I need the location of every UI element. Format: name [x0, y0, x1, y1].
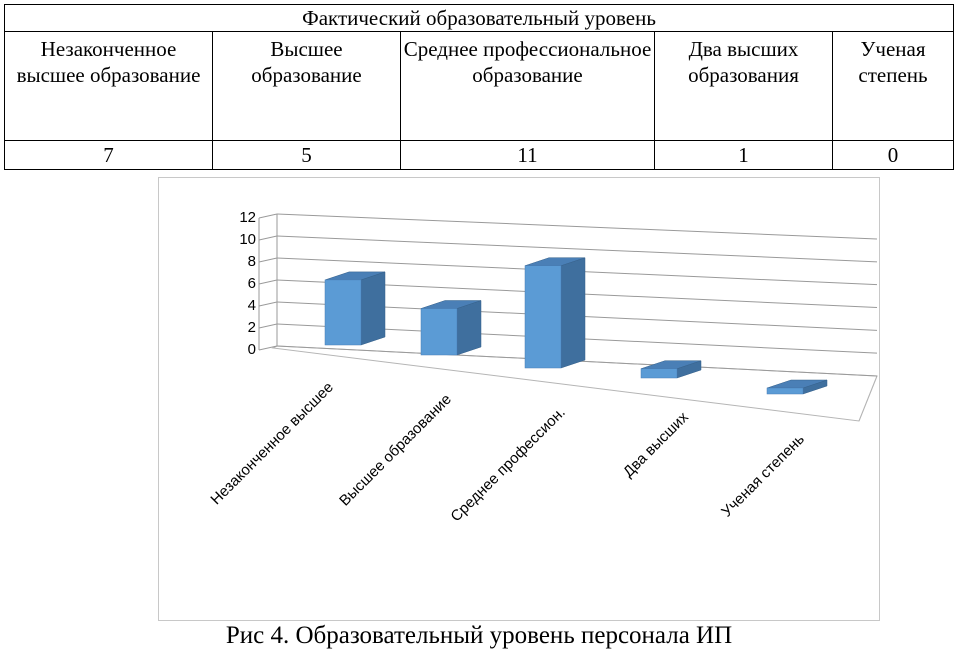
x-tick-label: Ученая степень: [718, 431, 808, 521]
x-tick-label: Высшее образование: [336, 391, 455, 510]
grid-side-line: [258, 213, 278, 219]
table-header: Фактический образовательный уровень: [3, 4, 955, 32]
bar-chart: 0 2 4 6 8 10 12 Незаконченное высшее Высшее обра…: [207, 209, 878, 525]
y-tick-label: 12: [239, 209, 256, 226]
column-header: Два высших образования: [654, 31, 833, 141]
bar-side: [360, 271, 386, 346]
bar: [524, 265, 562, 369]
bar-side: [560, 257, 586, 369]
grid-side-line: [258, 235, 278, 241]
grid-side-line: [258, 279, 278, 285]
grid-side-line: [258, 345, 278, 351]
table-cell: 1: [654, 140, 833, 170]
gridline: [276, 213, 878, 240]
chart-frame: 0 2 4 6 8 10 12 Незаконченное высшее Высшее обра…: [158, 177, 880, 621]
x-tick-label: Среднее профессион.: [447, 404, 568, 525]
table-cell: 11: [400, 140, 655, 170]
y-tick-label: 8: [248, 253, 256, 270]
y-tick-label: 0: [248, 341, 256, 358]
gridline: [276, 235, 878, 263]
column-header: Незаконченное высшее образование: [4, 31, 213, 141]
column-header: Ученая степень: [831, 31, 955, 141]
column-header: Высшее образование: [212, 31, 401, 141]
figure-caption: Рис 4. Образовательный уровень персонала…: [225, 622, 733, 649]
bar: [640, 368, 678, 379]
y-tick-label: 2: [248, 319, 256, 336]
bar-side: [456, 300, 482, 356]
y-tick-label: 6: [248, 275, 256, 292]
column-header: Среднее профессиональное образование: [400, 31, 655, 141]
bar: [766, 387, 804, 395]
bar: [324, 279, 362, 346]
y-tick-label: 4: [248, 297, 256, 314]
table-cell: 0: [831, 140, 955, 170]
y-tick-label: 10: [239, 231, 256, 248]
table-cell: 7: [4, 140, 213, 170]
grid-side-line: [258, 323, 278, 329]
floor-right-edge: [858, 375, 878, 422]
x-tick-label: Два высших: [620, 408, 692, 480]
bar: [420, 308, 458, 356]
grid-side-line: [258, 257, 278, 263]
grid-side-line: [258, 301, 278, 307]
table-cell: 5: [212, 140, 401, 170]
education-table: Фактический образовательный уровень Неза…: [3, 4, 955, 170]
x-tick-label: Незаконченное высшее: [207, 379, 336, 508]
